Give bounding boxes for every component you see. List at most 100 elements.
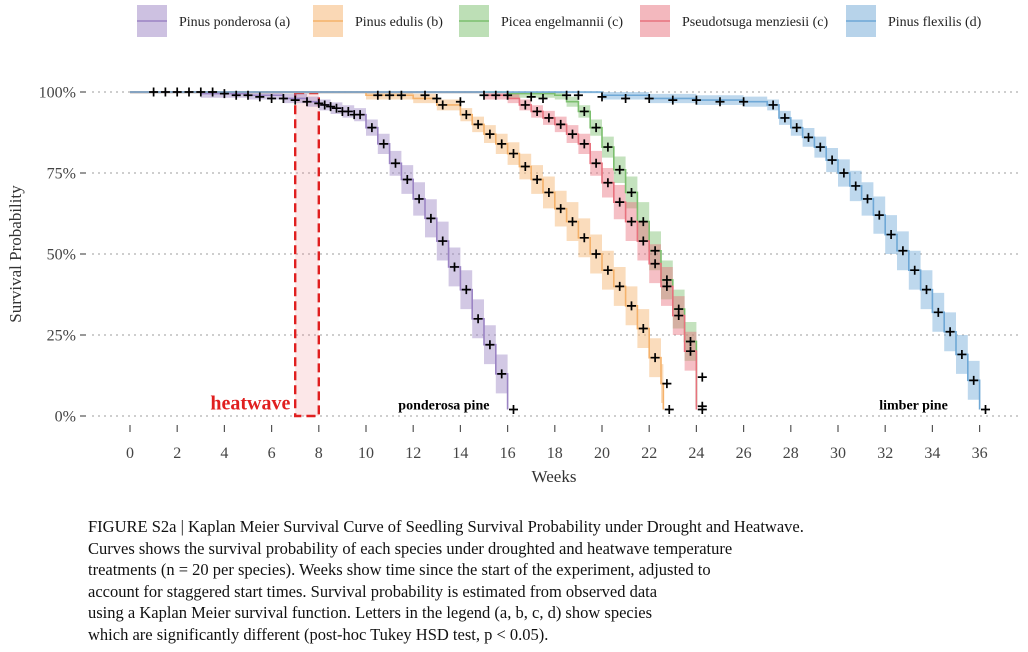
x-tick-label: 14 [452, 445, 468, 462]
y-axis-label: Survival Probability [6, 185, 25, 323]
censor-mark [391, 158, 400, 168]
censor-mark [196, 87, 206, 97]
censor-mark [615, 165, 625, 175]
x-axis-label: Weeks [532, 467, 577, 486]
x-tick-label: 12 [405, 445, 421, 462]
x-tick-label: 28 [783, 445, 799, 462]
censor-mark [426, 213, 436, 223]
x-tick-label: 36 [972, 445, 988, 462]
survival-line [130, 91, 698, 410]
censor-mark [544, 187, 554, 197]
y-tick-label: 0% [55, 409, 76, 426]
censor-mark [615, 281, 625, 291]
x-tick-label: 4 [220, 445, 228, 462]
censor-mark [650, 246, 660, 256]
censor-mark [538, 93, 548, 103]
censor-mark [461, 110, 471, 120]
censor-mark [532, 174, 542, 184]
censor-mark [827, 155, 837, 165]
legend-label: Picea engelmannii (c) [501, 15, 623, 30]
caption-line: which are significantly different (post-… [88, 624, 549, 644]
axes: 0 2 4 6 8 10 12 14 16 18 20 22 24 26 28 30 32 34 360%25%50… [39, 85, 988, 463]
censor-mark [886, 230, 896, 240]
censor-mark [874, 210, 884, 220]
censor-mark [573, 90, 583, 100]
censor-mark [526, 92, 536, 102]
censor-mark [969, 375, 979, 385]
censor-mark [664, 405, 674, 415]
censor-mark [686, 346, 695, 356]
confidence-bands [130, 92, 980, 416]
censor-mark [615, 197, 625, 207]
confidence-band [130, 92, 664, 416]
censor-mark [267, 93, 277, 103]
caption-line: FIGURE S2a | Kaplan Meier Survival Curve… [88, 517, 804, 536]
legend-label: Pinus ponderosa (a) [179, 15, 291, 30]
censor-mark [396, 90, 406, 100]
censor-mark [668, 95, 678, 105]
censor-mark [278, 93, 288, 103]
x-tick-label: 18 [547, 445, 563, 462]
caption-line: using a Kaplan Meier survival function. … [88, 603, 653, 622]
censor-mark [290, 95, 300, 105]
censor-mark [562, 90, 572, 100]
confidence-band [130, 92, 508, 416]
censor-mark [455, 97, 465, 107]
censor-mark [603, 178, 613, 188]
censor-mark [461, 285, 471, 295]
censor-mark [627, 217, 636, 227]
censor-mark [851, 181, 861, 191]
censor-mark [172, 87, 182, 97]
legend-label: Pinus edulis (b) [355, 15, 443, 30]
censor-mark [644, 93, 654, 103]
censor-mark [355, 110, 365, 120]
censor-marks [149, 87, 990, 415]
x-tick-label: 30 [830, 445, 846, 462]
censor-mark [945, 327, 955, 337]
censor-mark [739, 97, 749, 107]
censor-mark [579, 233, 589, 243]
x-tick-label: 16 [500, 445, 516, 462]
censor-mark [674, 311, 684, 321]
censor-mark [597, 92, 607, 102]
survival-line [130, 91, 981, 410]
censor-mark [332, 103, 341, 113]
censor-mark [373, 90, 383, 100]
x-tick-label: 0 [126, 445, 134, 462]
censor-mark [503, 90, 513, 100]
censor-mark [402, 174, 412, 184]
censor-mark [432, 93, 442, 103]
censor-mark [662, 281, 672, 291]
censor-mark [208, 87, 218, 97]
x-tick-label: 24 [688, 445, 704, 462]
censor-mark [509, 405, 518, 415]
x-tick-label: 2 [173, 445, 181, 462]
censor-mark [231, 90, 241, 100]
censor-mark [910, 265, 920, 275]
censor-mark [697, 405, 707, 415]
censor-mark [438, 236, 448, 246]
censor-mark [627, 301, 636, 311]
survival-lines [130, 91, 981, 410]
censor-mark [326, 102, 336, 112]
annotation-label: limber pine [879, 399, 948, 414]
censor-mark [149, 87, 159, 97]
censor-mark [520, 162, 530, 172]
annotation-label: ponderosa pine [398, 399, 489, 414]
censor-mark [160, 87, 170, 97]
censor-mark [485, 340, 495, 350]
censor-mark [556, 119, 566, 129]
legend-label: Pseudotsuga menziesii (c) [682, 15, 829, 30]
x-tick-label: 6 [268, 445, 276, 462]
censor-mark [922, 285, 931, 295]
censor-mark [314, 98, 324, 108]
annotation-label: heatwave [210, 393, 290, 415]
x-tick-label: 10 [358, 445, 374, 462]
censor-mark [343, 106, 353, 116]
legend-label: Pinus flexilis (d) [888, 15, 982, 30]
censor-mark [591, 123, 601, 133]
censor-mark [568, 217, 577, 227]
censor-mark [650, 353, 660, 363]
censor-mark [780, 113, 790, 123]
censor-mark [638, 324, 648, 334]
